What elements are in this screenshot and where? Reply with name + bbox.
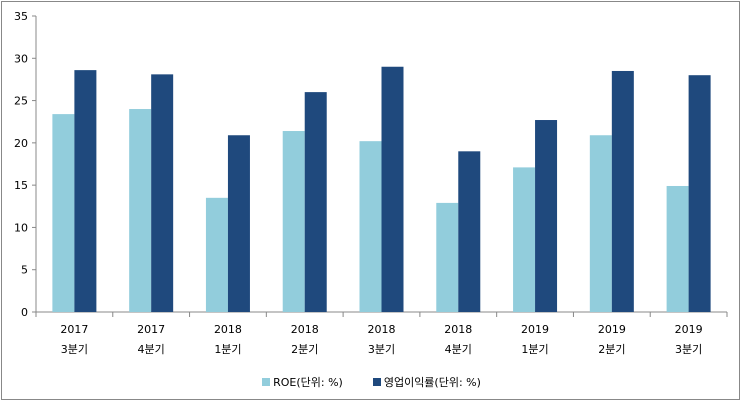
x-tick-label-year: 2018 xyxy=(291,323,319,336)
legend: ROE(단위: %) 영업이익률(단위: %) xyxy=(0,374,743,390)
x-tick-label-year: 2019 xyxy=(675,323,703,336)
y-tick-label: 5 xyxy=(21,264,28,277)
x-tick-label-quarter: 3분기 xyxy=(675,343,702,356)
y-tick-label: 0 xyxy=(21,306,28,319)
bar-roe xyxy=(359,141,382,312)
x-tick-label-quarter: 4분기 xyxy=(445,343,472,356)
x-tick-label-quarter: 4분기 xyxy=(138,343,165,356)
bar-operating-margin xyxy=(458,151,481,312)
bar-roe xyxy=(282,131,305,312)
x-tick-label-quarter: 3분기 xyxy=(61,343,88,356)
y-tick-label: 25 xyxy=(14,95,28,108)
bar-roe xyxy=(205,197,228,312)
x-tick-label-year: 2018 xyxy=(368,323,396,336)
x-tick-label-quarter: 3분기 xyxy=(368,343,395,356)
legend-item: 영업이익률(단위: %) xyxy=(372,374,481,390)
bar-roe xyxy=(52,114,75,312)
y-tick-label: 20 xyxy=(14,137,28,150)
legend-label: ROE(단위: %) xyxy=(273,376,343,389)
legend-label: 영업이익률(단위: %) xyxy=(383,376,481,389)
bar-operating-margin xyxy=(535,120,558,312)
bar-operating-margin xyxy=(611,70,634,312)
legend-swatch xyxy=(262,378,271,386)
x-tick-label-year: 2019 xyxy=(521,323,549,336)
bar-operating-margin xyxy=(151,74,174,313)
x-tick-label-year: 2018 xyxy=(214,323,242,336)
bar-operating-margin xyxy=(74,70,97,312)
legend-swatch xyxy=(372,378,381,386)
x-tick-label-year: 2017 xyxy=(60,323,88,336)
x-tick-label-year: 2018 xyxy=(444,323,472,336)
y-tick-label: 10 xyxy=(14,221,28,234)
bar-roe xyxy=(589,135,612,312)
bar-operating-margin xyxy=(688,75,711,312)
x-tick-label-quarter: 2분기 xyxy=(291,343,318,356)
x-tick-label-quarter: 2분기 xyxy=(598,343,625,356)
y-tick-label: 35 xyxy=(14,10,28,23)
x-tick-label-quarter: 1분기 xyxy=(521,343,548,356)
bar-roe xyxy=(129,109,152,313)
x-tick-label-year: 2019 xyxy=(598,323,626,336)
bar-roe xyxy=(513,167,536,312)
bar-roe xyxy=(436,202,459,312)
y-tick-label: 30 xyxy=(14,52,28,65)
x-tick-label-quarter: 1분기 xyxy=(214,343,241,356)
bar-operating-margin xyxy=(227,135,250,312)
bar-operating-margin xyxy=(304,92,327,312)
bar-operating-margin xyxy=(381,66,404,312)
bar-roe xyxy=(666,185,689,312)
y-tick-label: 15 xyxy=(14,179,28,192)
legend-item: ROE(단위: %) xyxy=(262,374,343,390)
x-tick-label-year: 2017 xyxy=(137,323,165,336)
